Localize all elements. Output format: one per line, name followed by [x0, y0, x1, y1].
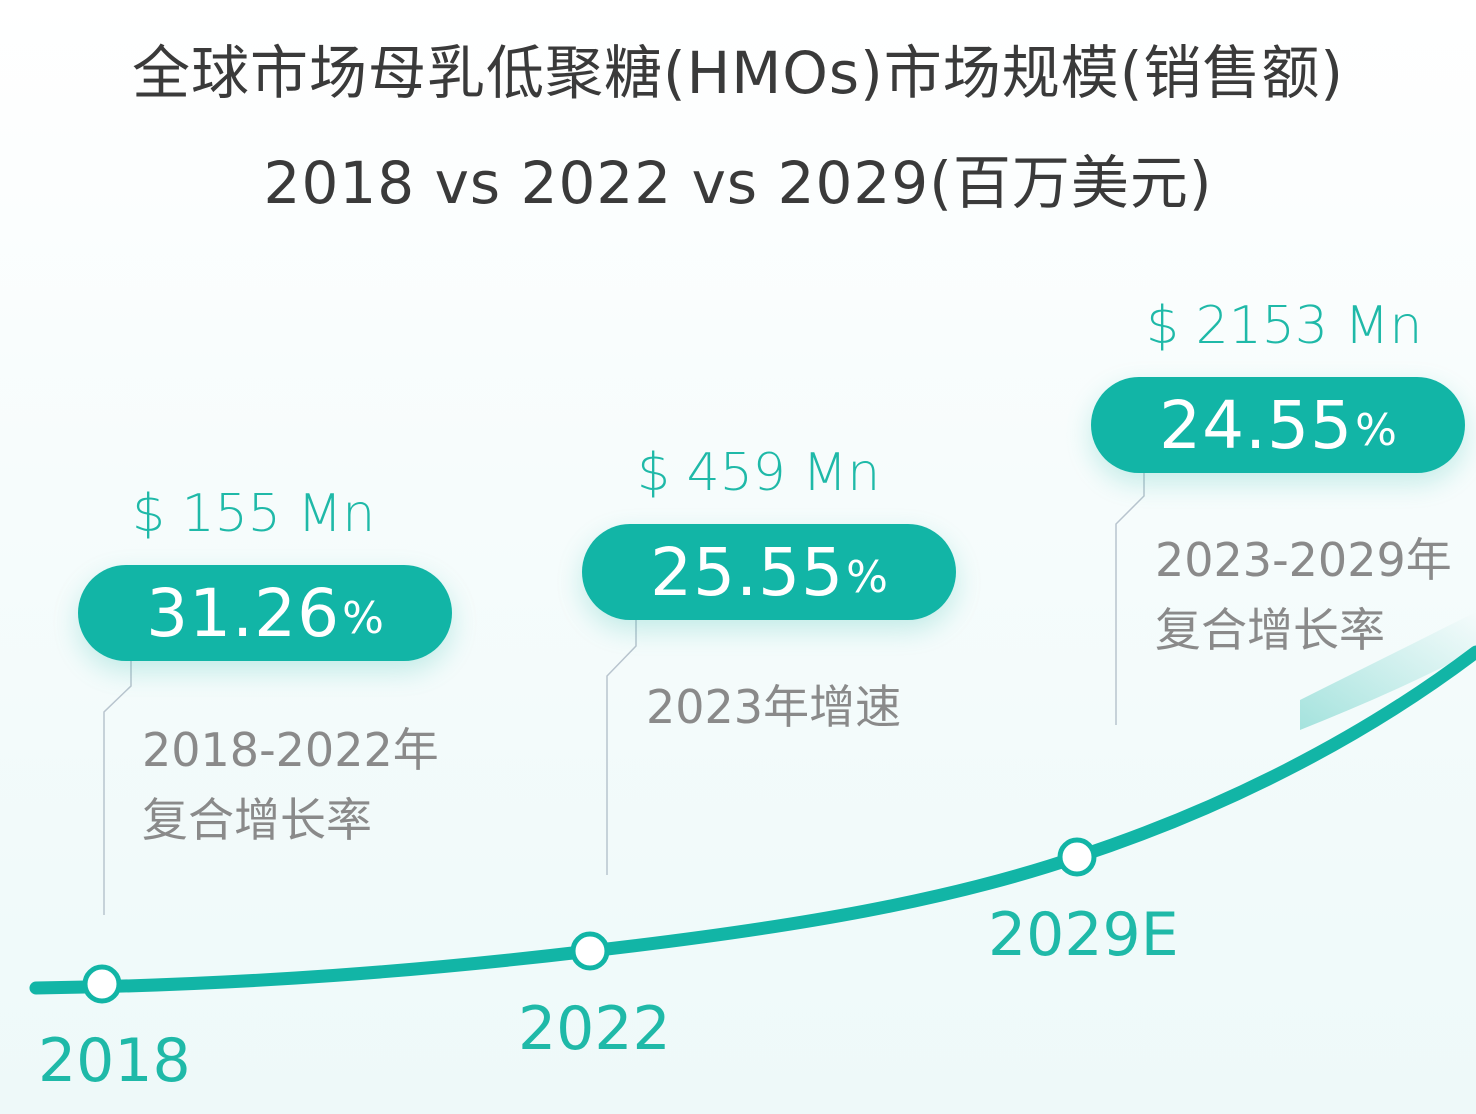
rate-value-2022: 25.55	[650, 533, 845, 611]
rate-value-2018: 31.26	[146, 574, 341, 652]
year-label-2022: 2022	[518, 994, 671, 1064]
rate-desc-2018: 2018-2022年 复合增长率	[142, 715, 439, 855]
year-label-2029: 2029E	[988, 900, 1179, 970]
year-label-2018: 2018	[38, 1026, 191, 1096]
series-line	[29, 645, 1476, 995]
point-marker-2022	[570, 931, 610, 971]
rate-desc-2022-line1: 2023年增速	[646, 680, 902, 734]
leader-line-2029	[1115, 472, 1145, 725]
rate-desc-2018-line2: 复合增长率	[142, 793, 372, 847]
chart-title-line2: 2018 vs 2022 vs 2029(百万美元)	[263, 149, 1213, 217]
curve-glow	[1300, 612, 1476, 730]
leader-line-2018	[103, 660, 132, 915]
rate-desc-2018-line1: 2018-2022年	[142, 723, 439, 777]
rate-unit-2022: %	[846, 551, 888, 603]
rate-pill-2029: 24.55%	[1091, 377, 1465, 473]
rate-pill-2022: 25.55%	[582, 524, 956, 620]
point-marker-2018	[82, 964, 122, 1004]
rate-pill-2018: 31.26%	[78, 565, 452, 661]
chart-title-line1: 全球市场母乳低聚糖(HMOs)市场规模(销售额)	[131, 39, 1345, 107]
value-label-2022: $ 459 Mn	[637, 443, 881, 503]
value-label-2029: $ 2153 Mn	[1146, 296, 1423, 356]
rate-desc-2029-line2: 复合增长率	[1155, 603, 1385, 657]
rate-unit-2029: %	[1355, 404, 1397, 456]
value-label-2018: $ 155 Mn	[132, 484, 376, 544]
rate-unit-2018: %	[342, 592, 384, 644]
leader-line-2022	[606, 620, 637, 875]
point-marker-2029	[1057, 837, 1097, 877]
rate-desc-2029: 2023-2029年 复合增长率	[1155, 525, 1452, 665]
rate-value-2029: 24.55	[1159, 386, 1354, 464]
rate-desc-2022: 2023年增速	[646, 672, 901, 742]
rate-desc-2029-line1: 2023-2029年	[1155, 533, 1452, 587]
